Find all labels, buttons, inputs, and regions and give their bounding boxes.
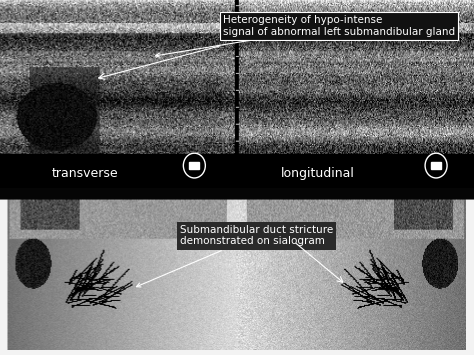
Bar [431,162,441,169]
Text: transverse: transverse [52,166,118,180]
Bar [0,154,474,188]
Text: longitudinal: longitudinal [281,166,355,180]
Text: Heterogeneity of hypo-intense
signal of abnormal left submandibular gland: Heterogeneity of hypo-intense signal of … [155,15,455,57]
Bar [189,162,200,169]
Text: Submandibular duct stricture
demonstrated on sialogram: Submandibular duct stricture demonstrate… [137,225,333,287]
